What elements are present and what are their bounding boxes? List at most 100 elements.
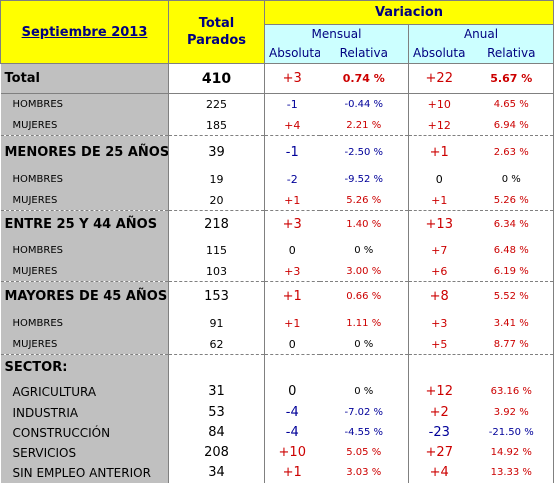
- row-anual-abs: +10: [408, 93, 470, 116]
- row-label: Total: [0, 63, 169, 94]
- row-total: 34: [168, 462, 265, 483]
- row-label: MUJERES: [0, 190, 169, 211]
- row-mensual-rel: 0 %: [319, 238, 409, 262]
- row-total: 185: [168, 115, 265, 136]
- row-mensual-rel: -2.50 %: [319, 135, 409, 169]
- row-mensual-abs: -4: [264, 422, 320, 443]
- row-anual-abs: +13: [408, 210, 470, 239]
- row-anual-rel: 3.41 %: [469, 311, 554, 335]
- row-anual-abs: +12: [408, 115, 470, 136]
- table-row: HOMBRES 91 +1 1.11 % +3 3.41 %: [0, 311, 554, 335]
- row-anual-abs: 0: [408, 168, 470, 191]
- row-mensual-abs: +1: [264, 190, 320, 211]
- row-anual-abs: +6: [408, 261, 470, 282]
- row-total: 39: [168, 135, 265, 169]
- row-anual-abs: +1: [408, 135, 470, 169]
- row-total: 19: [168, 168, 265, 191]
- table-row: CONSTRUCCIÓN 84 -4 -4.55 % -23 -21.50 %: [0, 422, 554, 443]
- row-label: SIN EMPLEO ANTERIOR: [0, 462, 169, 483]
- row-mensual-abs: 0: [264, 380, 320, 403]
- row-anual-rel: 0 %: [469, 168, 554, 191]
- row-mensual-abs: +10: [264, 442, 320, 463]
- row-label: MUJERES: [0, 115, 169, 136]
- row-label: HOMBRES: [0, 238, 169, 262]
- row-label: MUJERES: [0, 334, 169, 355]
- mensual-absoluta-header: Absoluta: [264, 43, 320, 64]
- row-total: 410: [168, 63, 265, 94]
- table-row: MUJERES 103 +3 3.00 % +6 6.19 %: [0, 261, 554, 282]
- anual-relativa-header: Relativa: [469, 43, 554, 64]
- row-label: INDUSTRIA: [0, 402, 169, 423]
- row-anual-abs: -23: [408, 422, 470, 443]
- row-mensual-rel: 5.26 %: [319, 190, 409, 211]
- row-total: 31: [168, 380, 265, 403]
- row-total: 225: [168, 93, 265, 116]
- row-label: HOMBRES: [0, 168, 169, 191]
- row-mensual-abs: +3: [264, 261, 320, 282]
- row-anual-abs: +22: [408, 63, 470, 94]
- row-anual-abs: +3: [408, 311, 470, 335]
- row-mensual-rel: 0 %: [319, 334, 409, 355]
- anual-absoluta-header: Absoluta: [408, 43, 470, 64]
- row-mensual-rel: 3.03 %: [319, 462, 409, 483]
- anual-header: Anual: [408, 24, 554, 44]
- table-row: MUJERES 20 +1 5.26 % +1 5.26 %: [0, 190, 554, 211]
- row-mensual-rel: [319, 354, 409, 381]
- row-total: 62: [168, 334, 265, 355]
- row-label: ENTRE 25 Y 44 AÑOS: [0, 210, 169, 239]
- table-row: ENTRE 25 Y 44 AÑOS 218 +3 1.40 % +13 6.3…: [0, 210, 554, 239]
- row-anual-rel: 8.77 %: [469, 334, 554, 355]
- row-mensual-abs: 0: [264, 334, 320, 355]
- row-anual-rel: 2.63 %: [469, 135, 554, 169]
- row-label: SERVICIOS: [0, 442, 169, 463]
- period-title: Septiembre 2013: [0, 0, 169, 64]
- row-mensual-rel: 1.11 %: [319, 311, 409, 335]
- row-mensual-rel: 0.66 %: [319, 281, 409, 312]
- row-anual-abs: [408, 354, 470, 381]
- row-anual-rel: 6.34 %: [469, 210, 554, 239]
- row-mensual-abs: -1: [264, 93, 320, 116]
- row-mensual-rel: 5.05 %: [319, 442, 409, 463]
- table-row: SIN EMPLEO ANTERIOR 34 +1 3.03 % +4 13.3…: [0, 462, 554, 483]
- table-row: SECTOR:: [0, 354, 554, 381]
- row-anual-rel: 63.16 %: [469, 380, 554, 403]
- row-total: 103: [168, 261, 265, 282]
- row-mensual-abs: +1: [264, 311, 320, 335]
- row-mensual-abs: 0: [264, 238, 320, 262]
- row-anual-rel: 4.65 %: [469, 93, 554, 116]
- row-total: 208: [168, 442, 265, 463]
- table-row: MENORES DE 25 AÑOS: 39 -1 -2.50 % +1 2.6…: [0, 135, 554, 169]
- row-anual-rel: -21.50 %: [469, 422, 554, 443]
- table-row: HOMBRES 19 -2 -9.52 % 0 0 %: [0, 168, 554, 191]
- row-anual-rel: 13.33 %: [469, 462, 554, 483]
- row-anual-abs: +7: [408, 238, 470, 262]
- row-label: HOMBRES: [0, 311, 169, 335]
- row-mensual-abs: -4: [264, 402, 320, 423]
- table-row: MAYORES DE 45 AÑOS 153 +1 0.66 % +8 5.52…: [0, 281, 554, 312]
- row-mensual-abs: +1: [264, 462, 320, 483]
- row-anual-abs: +8: [408, 281, 470, 312]
- row-mensual-rel: 3.00 %: [319, 261, 409, 282]
- row-total: 115: [168, 238, 265, 262]
- row-label: HOMBRES: [0, 93, 169, 116]
- row-mensual-rel: 1.40 %: [319, 210, 409, 239]
- row-mensual-abs: +3: [264, 63, 320, 94]
- row-mensual-abs: [264, 354, 320, 381]
- row-label: MAYORES DE 45 AÑOS: [0, 281, 169, 312]
- table-row: HOMBRES 115 0 0 % +7 6.48 %: [0, 238, 554, 262]
- row-anual-rel: 3.92 %: [469, 402, 554, 423]
- row-mensual-abs: +3: [264, 210, 320, 239]
- row-total: 91: [168, 311, 265, 335]
- row-anual-rel: 14.92 %: [469, 442, 554, 463]
- row-total: 84: [168, 422, 265, 443]
- row-anual-rel: 5.52 %: [469, 281, 554, 312]
- row-anual-rel: [469, 354, 554, 381]
- row-total: [168, 354, 265, 381]
- row-anual-abs: +5: [408, 334, 470, 355]
- table-row: MUJERES 185 +4 2.21 % +12 6.94 %: [0, 115, 554, 136]
- row-mensual-abs: +4: [264, 115, 320, 136]
- row-total: 20: [168, 190, 265, 211]
- row-mensual-abs: -2: [264, 168, 320, 191]
- row-anual-rel: 5.26 %: [469, 190, 554, 211]
- row-mensual-abs: +1: [264, 281, 320, 312]
